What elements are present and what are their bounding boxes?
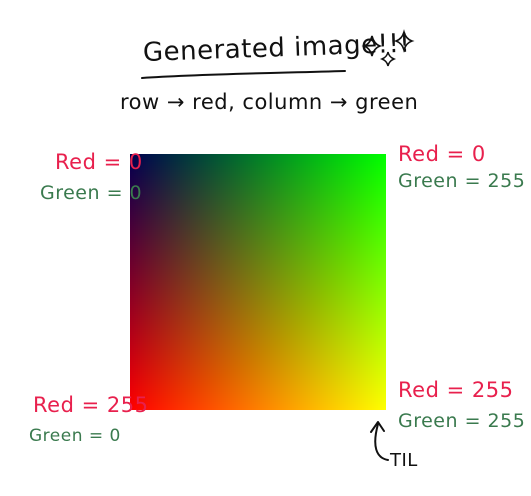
- top-right-red-label: Red = 0: [398, 142, 486, 166]
- gradient-square: [130, 154, 386, 410]
- top-left-green-label: Green = 0: [40, 182, 143, 204]
- bottom-right-green-label: Green = 255: [398, 410, 526, 432]
- top-left-red-label: Red = 0: [55, 150, 143, 174]
- bottom-right-red-label: Red = 255: [398, 378, 514, 402]
- top-right-green-label: Green = 255: [398, 170, 526, 192]
- bottom-left-red-label: Red = 255: [33, 393, 149, 417]
- til-label: TIL: [390, 450, 418, 471]
- bottom-left-green-label: Green = 0: [29, 426, 121, 446]
- subtitle: row → red, column → green: [120, 90, 419, 114]
